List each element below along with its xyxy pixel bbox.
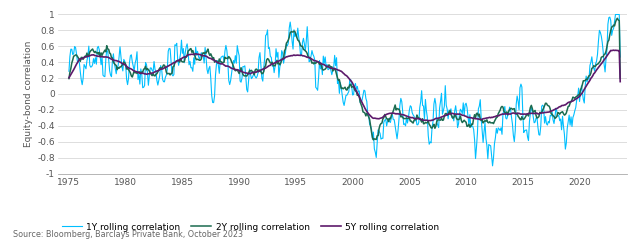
5Y rolling correlation — [610, 49, 618, 52]
2Y rolling correlation — [614, 17, 621, 20]
5Y rolling correlation — [426, 119, 434, 122]
1Y rolling correlation — [139, 86, 147, 89]
5Y rolling correlation — [309, 58, 317, 61]
5Y rolling correlation — [205, 57, 212, 60]
Line: 5Y rolling correlation: 5Y rolling correlation — [69, 50, 620, 121]
1Y rolling correlation — [549, 119, 557, 121]
5Y rolling correlation — [65, 76, 73, 79]
2Y rolling correlation — [309, 61, 317, 64]
1Y rolling correlation — [65, 70, 73, 73]
2Y rolling correlation — [369, 138, 377, 141]
2Y rolling correlation — [65, 77, 73, 80]
5Y rolling correlation — [180, 56, 188, 59]
2Y rolling correlation — [549, 114, 557, 117]
2Y rolling correlation — [616, 77, 624, 80]
Line: 2Y rolling correlation: 2Y rolling correlation — [69, 18, 620, 140]
1Y rolling correlation — [180, 61, 188, 64]
Line: 1Y rolling correlation: 1Y rolling correlation — [69, 14, 620, 166]
1Y rolling correlation — [353, 88, 360, 91]
2Y rolling correlation — [180, 60, 188, 63]
1Y rolling correlation — [616, 56, 624, 59]
2Y rolling correlation — [353, 90, 360, 93]
1Y rolling correlation — [489, 164, 497, 167]
2Y rolling correlation — [139, 71, 147, 74]
Text: Source: Bloomberg, Barclays Private Bank, October 2023: Source: Bloomberg, Barclays Private Bank… — [13, 230, 243, 239]
1Y rolling correlation — [309, 53, 317, 56]
2Y rolling correlation — [205, 52, 212, 55]
5Y rolling correlation — [139, 72, 147, 75]
1Y rolling correlation — [205, 67, 212, 70]
5Y rolling correlation — [353, 90, 360, 93]
Y-axis label: Equity-bond correlation: Equity-bond correlation — [24, 41, 33, 147]
Legend: 1Y rolling correlation, 2Y rolling correlation, 5Y rolling correlation: 1Y rolling correlation, 2Y rolling corre… — [62, 223, 439, 232]
5Y rolling correlation — [616, 80, 624, 83]
5Y rolling correlation — [549, 109, 557, 112]
1Y rolling correlation — [612, 13, 620, 16]
